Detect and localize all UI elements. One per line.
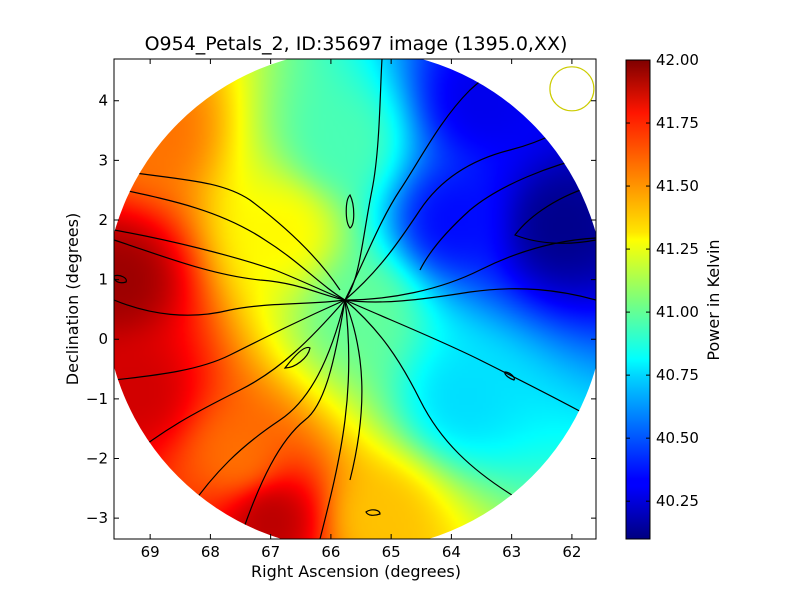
heatmap-raster [114, 59, 596, 539]
contour-line [345, 193, 355, 229]
y-tick-label: 2 [98, 211, 108, 229]
chart-title: O954_Petals_2, ID:35697 image (1395.0,XX… [145, 33, 568, 55]
contour-line [419, 154, 596, 271]
contour-line [514, 184, 596, 244]
beam-circle [549, 66, 595, 112]
x-tick-label: 69 [141, 543, 160, 561]
contour-line [344, 237, 596, 301]
y-tick-label: 4 [98, 92, 108, 110]
x-axis-ticks: 69 68 67 66 65 64 63 62 [141, 59, 581, 561]
x-tick-label: 67 [261, 543, 280, 561]
colorbar-tick-label: 40.75 [656, 366, 699, 384]
contour-line [283, 346, 311, 369]
x-tick-label: 62 [562, 543, 581, 561]
contour-line [169, 299, 346, 539]
contour-line [114, 299, 346, 381]
contour-line [344, 299, 596, 421]
y-tick-label: 3 [98, 151, 108, 169]
heatmap-image [114, 59, 596, 539]
colorbar-ticks: 42.00 41.75 41.50 41.25 41.00 40.75 40.50 40.25 [626, 51, 699, 510]
contour-line [114, 299, 346, 471]
y-tick-label: 1 [98, 271, 108, 289]
colorbar-tick-label: 40.25 [656, 492, 699, 510]
colorbar [625, 59, 651, 540]
x-tick-label: 64 [442, 543, 461, 561]
colorbar-tick-label: 41.50 [656, 177, 699, 195]
contour-line [344, 299, 363, 481]
colorbar-tick-label: 40.50 [656, 429, 699, 447]
y-tick-label: 0 [98, 330, 108, 348]
contour-line [344, 299, 521, 501]
x-tick-label: 66 [321, 543, 340, 561]
y-tick-label: −1 [86, 390, 108, 408]
y-axis-label: Declination (degrees) [63, 213, 82, 385]
contour-line [319, 299, 350, 539]
x-tick-label: 63 [502, 543, 521, 561]
y-tick-label: −3 [86, 509, 108, 527]
contour-line [114, 299, 346, 316]
colorbar-tick-label: 42.00 [656, 51, 699, 69]
contour-line [114, 239, 346, 301]
contour-line [365, 509, 381, 516]
contour-line [504, 371, 515, 381]
contour-line [239, 299, 346, 539]
y-axis-ticks: 4 3 2 1 0 −1 −2 −3 [86, 92, 596, 527]
plot-frame [113, 58, 597, 540]
colorbar-tick-label: 41.00 [656, 303, 699, 321]
x-tick-label: 68 [201, 543, 220, 561]
contour-line [114, 169, 341, 291]
y-tick-label: −2 [86, 450, 108, 468]
colorbar-label: Power in Kelvin [704, 239, 723, 360]
x-axis-label: Right Ascension (degrees) [251, 562, 461, 581]
x-tick-label: 65 [382, 543, 401, 561]
contour-lines [114, 59, 596, 539]
colorbar-tick-label: 41.75 [656, 114, 699, 132]
contour-line [114, 274, 127, 284]
colorbar-tick-label: 41.25 [656, 240, 699, 258]
